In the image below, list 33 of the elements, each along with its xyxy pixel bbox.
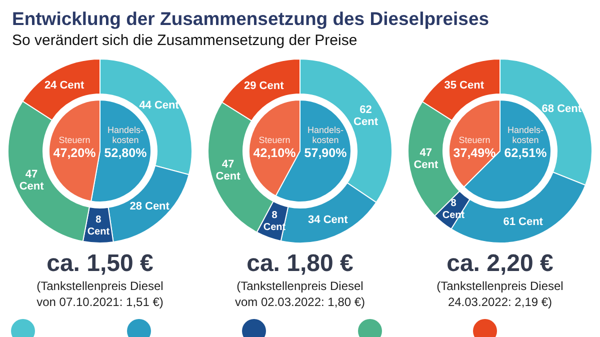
- data-label: 57,90%: [304, 146, 347, 160]
- data-label: 47 Cent: [216, 158, 241, 182]
- text: (Tankstellenpreis Diesel 24.03.2022: 2,19 €): [436, 278, 564, 310]
- slice-label: Handels- kosten: [307, 125, 344, 145]
- data-label: 37,49%: [453, 146, 496, 160]
- slice-label: Steuern: [258, 135, 290, 145]
- data-label: 29 Cent: [244, 80, 284, 92]
- data-label: 24 Cent: [44, 80, 85, 92]
- data-label: 47,20%: [53, 146, 96, 160]
- data-label: 68 Cent: [542, 103, 582, 116]
- slice-label: Handels- kosten: [507, 125, 544, 145]
- data-label: 62,51%: [504, 146, 547, 160]
- slice-label: Steuern: [458, 135, 490, 145]
- chart-subtitle: So verändert sich die Zusammensetzung der Preise: [12, 32, 358, 49]
- text: ca. 1,80 €: [246, 250, 354, 278]
- data-label: 8 Cent: [87, 214, 110, 237]
- data-label: 28 Cent: [130, 200, 170, 213]
- data-label: 62 Cent: [354, 104, 378, 128]
- data-label: 47 Cent: [19, 168, 44, 192]
- text: (Tankstellenpreis Diesel vom 02.03.2022: 1,80 €): [234, 278, 366, 310]
- data-label: 44 Cent: [139, 100, 180, 112]
- slice-label: Handels- kosten: [107, 125, 144, 145]
- text: (Tankstellenpreis Diesel von 07.10.2021: 1,51 €): [36, 278, 164, 310]
- text: ca. 2,20 €: [446, 250, 554, 278]
- data-label: 61 Cent: [503, 216, 544, 228]
- text: ca. 1,50 €: [46, 250, 154, 278]
- data-label: 34 Cent: [308, 214, 348, 226]
- data-label: 35 Cent: [444, 80, 484, 92]
- slice-label: Steuern: [58, 135, 90, 145]
- data-label: 47 Cent: [414, 147, 438, 171]
- text: Entwicklung der Zusammensetzung des Dieselpreises: [12, 8, 490, 30]
- data-label: 52,80%: [104, 146, 147, 160]
- data-label: 42,10%: [253, 146, 296, 160]
